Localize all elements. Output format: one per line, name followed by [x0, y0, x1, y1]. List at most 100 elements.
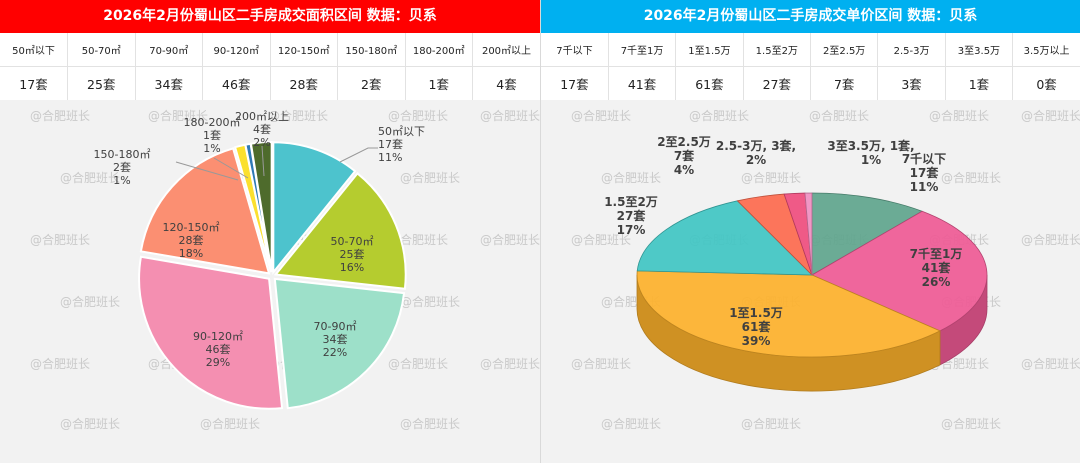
price-value-cell-0: 17套: [541, 66, 609, 101]
area-leader-line: [175, 161, 239, 181]
area-value-cell-7: 4套: [472, 66, 540, 101]
area-watermark: @合肥班长: [400, 294, 460, 309]
area-chart-area: @合肥班长 @合肥班长 @合肥班长 @合肥班长 @合肥班长 @合肥班长 @合肥班长 @合肥班长…: [0, 100, 540, 463]
area-category-cell-7: 200㎡以上: [472, 33, 540, 67]
price-pie-slice: [811, 192, 924, 276]
price-title: 2026年2月份蜀山区二手房成交单价区间 数据：贝系: [541, 0, 1080, 33]
area-category-row: 50㎡以下 50-70㎡ 70-90㎡ 90-120㎡ 120-150㎡ 150-180㎡…: [0, 33, 540, 67]
price-category-row: 7千以下 7千至1万 1至1.5万 1.5至2万 2至2.5万 2.5-3万 3至3.5万 3…: [541, 33, 1080, 67]
area-slice-label: 46套: [206, 343, 231, 356]
price-value-row: 17套 41套 61套 27套 7套 3套 1套 0套: [541, 66, 1080, 101]
area-pie-chart: @合肥班长 @合肥班长 @合肥班长 @合肥班长 @合肥班长 @合肥班长 @合肥班长 @合肥班长…: [30, 108, 540, 431]
area-watermark: @合肥班长: [388, 108, 448, 123]
area-slice-label: 2%: [253, 136, 270, 149]
area-title: 2026年2月份蜀山区二手房成交面积区间 数据：贝系: [0, 0, 540, 33]
price-category-cell-2: 1至1.5万: [675, 33, 744, 67]
area-slice-label: 1%: [203, 142, 220, 155]
area-value-cell-4: 28套: [270, 66, 338, 101]
price-watermark: @合肥班长: [809, 108, 869, 123]
price-watermark: @合肥班长: [571, 108, 631, 123]
area-panel: 2026年2月份蜀山区二手房成交面积区间 数据：贝系 50㎡以下 50-70㎡ 70…: [0, 0, 540, 463]
price-chart-area: @合肥班长 @合肥班长 @合肥班长 @合肥班长 @合肥班长 @合肥班长 @合肥班长 @合肥班长…: [541, 100, 1080, 463]
price-slice-label: 61套: [742, 319, 772, 334]
price-slice-label: 2.5-3万, 3套,: [716, 138, 796, 153]
area-value-cell-5: 2套: [337, 66, 406, 101]
area-category-cell-5: 150-180㎡: [337, 33, 406, 67]
area-slice-label: 16%: [340, 261, 364, 274]
area-watermark: @合肥班长: [388, 356, 448, 371]
price-value-cell-1: 41套: [608, 66, 677, 101]
area-category-cell-0: 50㎡以下: [0, 33, 68, 67]
area-pie-slice: [272, 141, 357, 276]
area-watermark: @合肥班长: [480, 108, 540, 123]
price-watermark: @合肥班长: [1021, 108, 1080, 123]
price-slice-label: 7千以下: [902, 151, 946, 166]
price-slice-label: 7千至1万: [910, 246, 963, 261]
area-slice-label: 70-90㎡: [314, 320, 357, 333]
price-slice-label: 26%: [922, 275, 951, 289]
area-watermark: @合肥班长: [400, 416, 460, 431]
area-watermark: @合肥班长: [30, 108, 90, 123]
price-pie-slice: [804, 192, 813, 276]
area-slice-label: 25套: [340, 248, 365, 261]
area-category-cell-1: 50-70㎡: [67, 33, 136, 67]
price-slice-label: 4%: [674, 163, 694, 177]
price-watermark: @合肥班长: [571, 232, 631, 247]
price-pie-slice: [636, 270, 941, 358]
area-slice-label: 28套: [179, 234, 204, 247]
price-value-cell-3: 27套: [743, 66, 812, 101]
panel-divider: [540, 0, 541, 463]
area-value-row: 17套 25套 34套 46套 28套 2套 1套 4套: [0, 66, 540, 101]
price-value-cell-5: 3套: [877, 66, 946, 101]
price-category-cell-3: 1.5至2万: [743, 33, 812, 67]
price-panel: 2026年2月份蜀山区二手房成交单价区间 数据：贝系 7千以下 7千至1万 1至1.…: [541, 0, 1080, 463]
price-category-cell-5: 2.5-3万: [877, 33, 946, 67]
area-slice-label: 29%: [206, 356, 230, 369]
price-watermark: @合肥班长: [1021, 356, 1080, 371]
area-slice-label: 34套: [323, 333, 348, 346]
area-category-cell-4: 120-150㎡: [270, 33, 338, 67]
area-value-cell-1: 25套: [67, 66, 136, 101]
price-slice-label: 17套: [910, 165, 940, 180]
area-slice-label: 1%: [113, 174, 130, 187]
price-category-cell-4: 2至2.5万: [810, 33, 879, 67]
area-category-cell-3: 90-120㎡: [202, 33, 271, 67]
area-slice-label: 22%: [323, 346, 347, 359]
area-leader-line: [261, 145, 265, 177]
area-pie-slice: [273, 277, 406, 410]
price-slice-label: 11%: [910, 180, 939, 194]
price-summary-table: 7千以下 7千至1万 1至1.5万 1.5至2万 2至2.5万 2.5-3万 3至3.5万 3…: [541, 33, 1080, 101]
area-leader-line: [339, 147, 378, 163]
area-slice-label: 2套: [113, 161, 131, 174]
price-slice-label: 2%: [746, 153, 766, 167]
price-watermark: @合肥班长: [741, 416, 801, 431]
price-slice-label: 7套: [674, 148, 695, 163]
price-pie-slice: [811, 210, 988, 332]
area-watermark: @合肥班长: [60, 294, 120, 309]
price-slice-label: 1至1.5万: [729, 306, 783, 320]
area-value-cell-0: 17套: [0, 66, 68, 101]
area-watermark: @合肥班长: [268, 108, 328, 123]
area-leader-line: [213, 157, 249, 179]
area-category-cell-6: 180-200㎡: [405, 33, 473, 67]
area-watermark: @合肥班长: [480, 356, 540, 371]
area-watermark: @合肥班长: [200, 416, 260, 431]
price-slice-label: 39%: [742, 334, 771, 348]
price-slice-label: 2至2.5万: [657, 135, 711, 149]
price-value-cell-7: 0套: [1012, 66, 1080, 101]
price-watermark: @合肥班长: [929, 108, 989, 123]
area-value-cell-3: 46套: [202, 66, 271, 101]
area-slice-label: 180-200㎡: [184, 116, 241, 129]
price-watermark: @合肥班长: [689, 108, 749, 123]
area-pie-slice: [273, 172, 407, 290]
area-slice-label: 18%: [179, 247, 203, 260]
area-value-cell-2: 34套: [135, 66, 203, 101]
price-category-cell-0: 7千以下: [541, 33, 609, 67]
price-pie-slice: [636, 200, 813, 276]
area-slice-label: 1套: [203, 129, 221, 142]
price-value-cell-4: 7套: [810, 66, 879, 101]
area-slice-label: 11%: [378, 151, 402, 164]
area-category-cell-2: 70-90㎡: [135, 33, 203, 67]
area-watermark: @合肥班长: [30, 356, 90, 371]
price-category-cell-7: 3.5万以上: [1012, 33, 1080, 67]
